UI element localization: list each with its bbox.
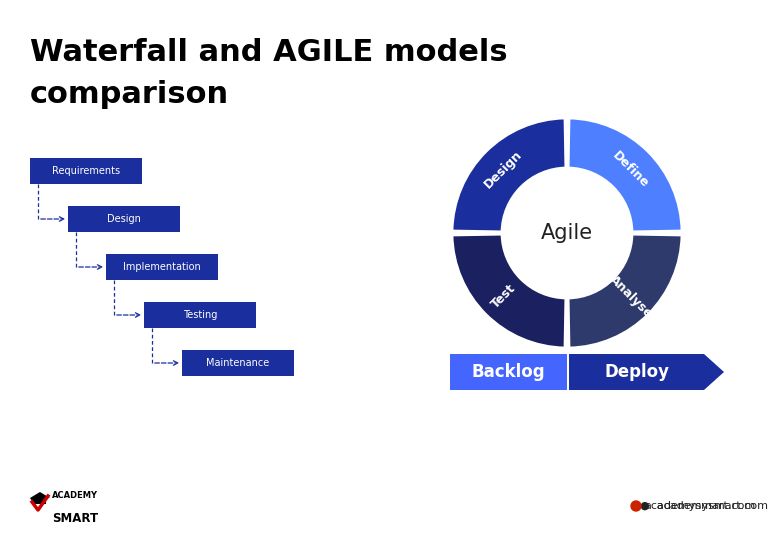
Text: ACADEMY: ACADEMY [52, 491, 98, 500]
Text: Test: Test [488, 282, 518, 311]
Text: Design: Design [482, 148, 525, 191]
Text: comparison: comparison [30, 80, 229, 109]
Text: Waterfall and AGILE models: Waterfall and AGILE models [30, 38, 508, 67]
FancyBboxPatch shape [450, 354, 567, 390]
Text: Design: Design [107, 214, 141, 224]
Text: Deploy: Deploy [604, 363, 669, 381]
Polygon shape [30, 492, 50, 504]
FancyBboxPatch shape [144, 302, 256, 328]
FancyBboxPatch shape [68, 206, 180, 232]
Polygon shape [569, 354, 724, 390]
Wedge shape [452, 118, 566, 232]
FancyBboxPatch shape [30, 158, 142, 184]
Text: Backlog: Backlog [472, 363, 545, 381]
Wedge shape [452, 234, 566, 348]
Text: Maintenance: Maintenance [207, 358, 270, 368]
Text: Implementation: Implementation [123, 262, 201, 272]
FancyBboxPatch shape [106, 254, 218, 280]
Text: ●  academysmart.com: ● academysmart.com [640, 501, 768, 511]
Text: Testing: Testing [183, 310, 217, 320]
Text: Analyse: Analyse [607, 272, 655, 321]
Wedge shape [568, 234, 682, 348]
Circle shape [631, 501, 641, 511]
Text: SMART: SMART [52, 512, 98, 525]
Text: Requirements: Requirements [52, 166, 120, 176]
FancyBboxPatch shape [182, 350, 294, 376]
Text: Agile: Agile [541, 223, 593, 243]
Wedge shape [568, 118, 682, 232]
Text: academysmart.com: academysmart.com [644, 501, 755, 511]
Text: Define: Define [610, 149, 651, 190]
